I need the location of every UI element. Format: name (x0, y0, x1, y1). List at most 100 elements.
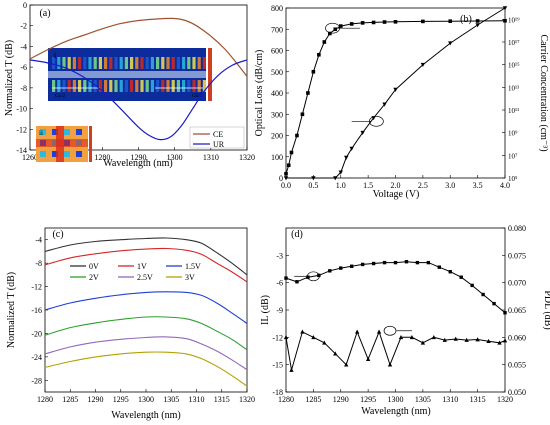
panel-c-xtick-label: 1320 (239, 395, 255, 404)
panel-c-xtick-label: 1280 (37, 395, 53, 404)
panel-d-point-pdl (355, 329, 360, 334)
inset-i-band (166, 57, 170, 69)
panel-d-point-pdl (442, 337, 447, 342)
panel-c-series-3V (44, 351, 248, 387)
panel-d-point-pdl (420, 340, 426, 345)
panel-c-xtick-label: 1295 (113, 395, 129, 404)
inset-i-band (130, 57, 134, 69)
panel-d-point-il (393, 260, 398, 265)
panel-b-ytick-label: 100 (271, 153, 283, 162)
inset-ii-colorbar (89, 126, 92, 162)
inset-i-band (197, 57, 201, 69)
panel-b-series-carrier (286, 7, 506, 179)
panel-d-point-il (328, 269, 332, 273)
inset-i-band (57, 57, 61, 69)
panel-b-point-optical-loss (475, 19, 480, 23)
panel-a-xtick-label: 1260 (22, 153, 38, 162)
panel-d-ytick-label: -15 (272, 361, 283, 370)
panel-d-point-pdl (333, 351, 338, 356)
panel-b-frame (285, 7, 506, 179)
panel-d-point-il (382, 260, 387, 265)
panel-a-series-UR (29, 59, 248, 141)
panel-d-point-pdl (344, 362, 349, 367)
panel-a-inset-ii (36, 126, 92, 162)
inset-i-band (109, 80, 113, 92)
inset-i-band (67, 57, 71, 69)
panel-a-ytick-label: -4 (20, 42, 27, 51)
panel-b-point-optical-loss (360, 21, 365, 25)
panel-d-point-il (371, 261, 376, 266)
panel-d-point-il (481, 292, 485, 297)
inset-i-band (202, 80, 206, 92)
panel-d-xtick-label: 1305 (415, 395, 431, 404)
panel-a-xtick-label: 1280 (94, 153, 110, 162)
panel-a-ytick-label: -12 (16, 125, 27, 134)
panel-c-tag: (c) (52, 229, 63, 240)
inset-i-band (171, 80, 175, 92)
panel-a-ytick-label: -2 (20, 22, 27, 31)
inset-i-band (161, 80, 165, 92)
panel-b-xtick-label: 0.5 (308, 181, 318, 190)
panel-b-xlabel: Voltage (V) (373, 189, 420, 200)
panel-b-y2tick-label: 10¹³ (508, 84, 519, 92)
panel-d-y2tick-label: 0.060 (508, 333, 526, 342)
inset-ii-cell (64, 151, 70, 157)
inset-i-band (150, 57, 154, 69)
panel-d-y2tick-label: 0.075 (508, 251, 526, 260)
panel-c-ytick-label: -24 (31, 353, 42, 362)
panel-c-xtick-label: 1305 (163, 395, 179, 404)
panel-d-point-il (350, 264, 354, 268)
panel-b-ytick-label: 200 (271, 132, 283, 141)
panel-d-point-il (415, 260, 420, 265)
inset-i-band (109, 57, 113, 69)
inset-i-band (72, 57, 76, 69)
panel-c-xlabel: Wavelength (nm) (111, 410, 180, 421)
panel-d-ylabel2: PDL (dB) (542, 290, 550, 329)
panel-b-ytick-label: 600 (271, 47, 283, 56)
inset-i-band (187, 80, 191, 92)
panel-b-ylabel2: Carrier Concentration (cm⁻³) (538, 34, 549, 151)
inset-i-band (166, 80, 170, 92)
panel-a-legend (189, 126, 245, 149)
panel-d-xtick-label: 1290 (333, 395, 349, 404)
inset-i-band (187, 57, 191, 69)
panel-d-point-pdl (486, 338, 491, 343)
panel-d-y2tick-label: 0.050 (508, 388, 526, 397)
panel-d-point-pdl (311, 334, 316, 340)
panel-d-point-pdl (409, 334, 415, 340)
panel-b-tag: (b) (460, 14, 472, 25)
inset-i-band (119, 57, 123, 69)
panel-b-point-carrier (360, 130, 365, 136)
inset-i-band (161, 57, 165, 69)
inset-i-band (156, 80, 160, 92)
panel-a-xtick-label: 1300 (167, 153, 183, 162)
panel-d-ytick-label: -12 (272, 333, 283, 342)
panel-b-point-optical-loss (311, 69, 316, 74)
panel-d-point-pdl (398, 334, 404, 340)
panel-d-ytick-label: -6 (276, 279, 283, 288)
panel-b-point-carrier (393, 87, 398, 92)
panel-c-xtick-label: 1315 (214, 395, 230, 404)
panel-b-y2tick-label: 10¹⁹ (508, 16, 520, 24)
panel-c-xtick-label: 1300 (138, 395, 154, 404)
panel-b-point-optical-loss (328, 31, 332, 36)
panel-a-xtick-label: 1290 (131, 153, 147, 162)
panel-c-legend-label: 0V (89, 262, 99, 271)
inset-ii-label: ii (39, 129, 43, 137)
panel-b-ylabel: Optical Loss (dB/cm) (254, 50, 265, 137)
panel-c-series-1V (44, 247, 248, 283)
inset-ii-cell (64, 129, 70, 135)
inset-ii-cell (40, 129, 46, 135)
panel-b-y2tick-label: 10⁵ (508, 175, 518, 183)
panel-a-xtick-label: 1310 (203, 153, 219, 162)
inset-i-band (78, 80, 82, 92)
panel-d-point-il (470, 283, 474, 288)
panel-d-series-pdl (285, 330, 506, 371)
panel-c-series-2V (44, 316, 248, 351)
inset-i-label: i (54, 51, 57, 60)
panel-b-point-optical-loss (448, 19, 453, 23)
inset-i-band (93, 57, 97, 69)
panel-d-ytick-label: -18 (272, 388, 283, 397)
inset-i-band (135, 80, 139, 92)
